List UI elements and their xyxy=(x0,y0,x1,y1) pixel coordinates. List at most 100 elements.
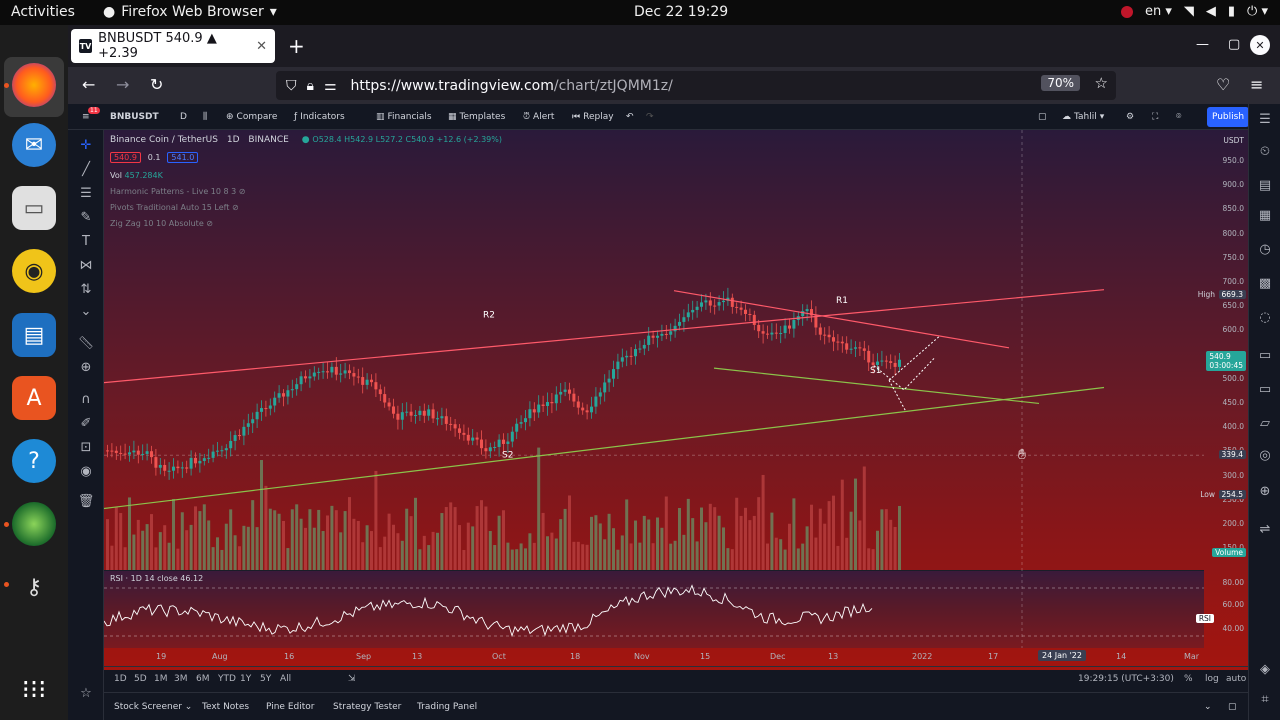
alerts-clock-icon[interactable]: ⏲ xyxy=(1259,144,1271,159)
buy-price[interactable]: 541.0 xyxy=(167,152,199,163)
rhythmbox-icon[interactable]: ◉ xyxy=(12,249,56,293)
pattern-tool-icon[interactable]: ⋈ xyxy=(79,258,93,273)
system-tray[interactable]: en ▾ ◥ ◀ ▮ ⏻ ▾ xyxy=(1120,4,1268,19)
fullscreen-icon[interactable]: ⛶ xyxy=(1152,112,1159,122)
lock-drawings-icon[interactable]: ⊡ xyxy=(80,440,92,455)
activities-button[interactable]: Activities xyxy=(11,4,75,20)
chart-canvas[interactable]: R2 R1 S1 S2 xyxy=(104,130,1204,648)
show-apps-icon[interactable]: ⁝⁝⁝ xyxy=(21,675,47,705)
stay-in-drawing-mode-icon[interactable]: ✐ xyxy=(80,416,92,431)
layout-icon[interactable]: ▢ xyxy=(1038,112,1047,122)
help-icon[interactable]: ⊕ xyxy=(1259,484,1271,499)
chart-type-icon[interactable]: ⫼ xyxy=(203,112,208,122)
maximize-panel-icon[interactable]: ▢ xyxy=(1228,702,1237,712)
writer-icon[interactable]: ▤ xyxy=(12,313,56,357)
sell-price[interactable]: 540.9 xyxy=(110,152,141,163)
close-window-icon[interactable]: ✕ xyxy=(1250,35,1270,55)
notifications-icon[interactable]: ▱ xyxy=(1260,416,1270,431)
collapse-panel-icon[interactable]: ⌄ xyxy=(1204,702,1212,712)
text-tool-icon[interactable]: T xyxy=(82,234,90,249)
indicators-button[interactable]: ƒ Indicators xyxy=(294,112,345,122)
templates-button[interactable]: ▦ Templates xyxy=(448,112,506,122)
magnet-icon[interactable]: ∩ xyxy=(81,392,91,407)
rsi-pane[interactable] xyxy=(104,570,1204,648)
bottom-tab-trading-panel[interactable]: Trading Panel xyxy=(417,702,478,712)
redo-icon[interactable]: ↷ xyxy=(646,112,654,122)
hotlist-icon[interactable]: ▩ xyxy=(1258,276,1272,291)
range-button-5d[interactable]: 5D xyxy=(134,674,147,684)
time-axis[interactable]: 19Aug16Sep13Oct18Nov15Dec13202217Feb14Ma… xyxy=(104,648,1248,664)
settings-gear-icon[interactable]: ⚙ xyxy=(1126,112,1135,122)
symbol-title[interactable]: Binance Coin / TetherUS xyxy=(110,135,218,145)
symbol-search[interactable]: BNBUSDT xyxy=(110,112,159,122)
new-tab-icon[interactable]: + xyxy=(288,34,305,58)
layout-name[interactable]: ☁ Tahlil ▾ xyxy=(1062,112,1105,122)
order-panel-icon[interactable]: ⇌ xyxy=(1259,522,1271,537)
object-tree-icon[interactable]: ⌗ xyxy=(1261,692,1269,707)
back-icon[interactable]: ← xyxy=(82,75,96,94)
prediction-tool-icon[interactable]: ⇅ xyxy=(80,282,92,297)
bottom-tab-strategy-tester[interactable]: Strategy Tester xyxy=(333,702,402,712)
bottom-tab-stock-screener[interactable]: Stock Screener ⌄ xyxy=(114,702,193,712)
hamburger-menu-icon[interactable]: ≡ xyxy=(82,112,90,122)
thunderbird-icon[interactable]: ✉ xyxy=(12,123,56,167)
fib-retracement-icon[interactable]: ☰ xyxy=(80,186,92,201)
browser-tab[interactable]: TV BNBUSDT 540.9 ▲ +2.39 ✕ xyxy=(71,29,275,63)
percent-scale-toggle[interactable]: % xyxy=(1184,674,1193,684)
range-button-1m[interactable]: 1M xyxy=(154,674,168,684)
undo-icon[interactable]: ↶ xyxy=(626,112,634,122)
log-scale-toggle[interactable]: log xyxy=(1205,674,1219,684)
indicator-legend-harmonic[interactable]: Harmonic Patterns - Live 10 8 3 ⊘ xyxy=(110,187,246,196)
financials-button[interactable]: ▥ Financials xyxy=(376,112,432,122)
firefox-icon[interactable] xyxy=(12,63,56,107)
pocket-icon[interactable]: ♡ xyxy=(1216,75,1231,94)
brush-icon[interactable]: ✎ xyxy=(80,210,92,225)
axis-currency[interactable]: USDT xyxy=(1223,136,1244,145)
hamburger-menu-icon[interactable]: ≡ xyxy=(1250,75,1264,94)
layers-icon[interactable]: ◈ xyxy=(1260,662,1270,677)
app-menu[interactable]: ● Firefox Web Browser ▾ xyxy=(103,4,277,20)
url-bar[interactable]: ⛉ 🔒︎ ⚌ https://www.tradingview.com/chart… xyxy=(276,71,1116,100)
signals-icon[interactable]: ◎ xyxy=(1259,448,1271,463)
hide-drawings-icon[interactable]: ◉ xyxy=(80,464,92,479)
streams-icon[interactable]: ▭ xyxy=(1258,348,1272,363)
favorites-star-icon[interactable]: ☆ xyxy=(80,686,92,701)
range-button-5y[interactable]: 5Y xyxy=(260,674,272,684)
ideas-bulb-icon[interactable]: ◌ xyxy=(1259,310,1271,325)
bookmark-star-icon[interactable]: ☆ xyxy=(1094,74,1108,92)
permissions-icon[interactable]: ⚌ xyxy=(323,77,337,94)
zoom-badge[interactable]: 70% xyxy=(1041,75,1080,91)
crosshair-icon[interactable]: ✛ xyxy=(80,138,92,153)
chevron-down-icon[interactable]: ⌄ xyxy=(80,304,92,319)
calendar-icon[interactable]: ◷ xyxy=(1259,242,1271,257)
range-button-all[interactable]: All xyxy=(280,674,292,684)
shield-icon[interactable]: ⛉ xyxy=(286,77,297,94)
compare-button[interactable]: ⊕ Compare xyxy=(226,112,278,122)
bottom-tab-text-notes[interactable]: Text Notes xyxy=(202,702,250,712)
help-icon[interactable]: ? xyxy=(12,439,56,483)
go-to-date-icon[interactable]: ⇲ xyxy=(348,674,356,684)
snapshot-camera-icon[interactable]: ⌾ xyxy=(1176,112,1182,122)
software-center-icon[interactable]: A xyxy=(12,376,56,420)
chrome-icon[interactable] xyxy=(12,502,56,546)
range-button-1y[interactable]: 1Y xyxy=(240,674,252,684)
range-button-1d[interactable]: 1D xyxy=(114,674,127,684)
bottom-tab-pine-editor[interactable]: Pine Editor xyxy=(266,702,315,712)
replay-button[interactable]: ⏮ Replay xyxy=(572,112,614,122)
auto-scale-toggle[interactable]: auto xyxy=(1226,674,1247,684)
indicator-legend-pivots[interactable]: Pivots Traditional Auto 15 Left ⊘ xyxy=(110,203,239,212)
watchlist-icon[interactable]: ☰ xyxy=(1259,112,1271,127)
reload-icon[interactable]: ↻ xyxy=(150,75,164,94)
close-tab-icon[interactable]: ✕ xyxy=(256,38,267,54)
files-icon[interactable]: ▭ xyxy=(12,186,56,230)
lock-icon[interactable]: 🔒︎ xyxy=(306,77,314,94)
indicator-legend-zigzag[interactable]: Zig Zag 10 10 Absolute ⊘ xyxy=(110,219,213,228)
clock[interactable]: Dec 22 19:29 xyxy=(634,4,729,20)
maximize-icon[interactable]: ▢ xyxy=(1228,37,1241,52)
trash-icon[interactable]: 🗑︎ xyxy=(77,494,95,509)
interval-button[interactable]: D xyxy=(180,112,187,122)
keys-icon[interactable]: ⚷ xyxy=(25,574,43,600)
url-text[interactable]: https://www.tradingview.com/chart/ztJQMM… xyxy=(350,77,673,94)
ruler-icon[interactable]: 📏︎ xyxy=(77,336,95,351)
price-axis[interactable]: USDT 950.0 900.0 850.0 800.0 750.0 700.0 650.0… xyxy=(1195,130,1248,648)
